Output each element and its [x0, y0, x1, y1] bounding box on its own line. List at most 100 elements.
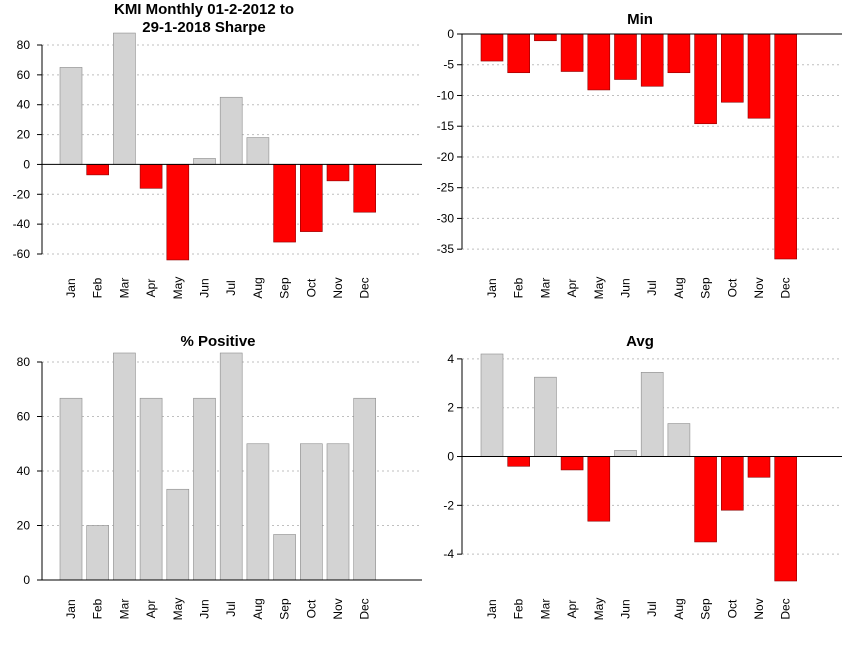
bar-jan	[480, 33, 504, 62]
chart-title: 29-1-2018 Sharpe	[142, 19, 265, 36]
y-tick-label: -40	[13, 217, 31, 231]
x-tick-label: May	[171, 598, 185, 621]
x-tick-label: May	[592, 277, 606, 300]
bar-nov	[747, 456, 771, 478]
x-tick-label: Nov	[752, 598, 766, 619]
x-tick-label: Jun	[619, 278, 633, 297]
bar-nov	[747, 33, 771, 119]
bar-dec	[353, 397, 377, 581]
y-tick-label: -60	[13, 247, 31, 261]
x-tick-label: May	[171, 277, 185, 300]
x-tick-label: Apr	[565, 600, 579, 619]
x-tick-label: Dec	[358, 598, 372, 619]
bar-apr	[139, 164, 163, 189]
x-tick-label: Nov	[331, 598, 345, 619]
bar-feb	[507, 456, 531, 467]
bar-feb	[507, 33, 531, 74]
y-tick-label: 40	[17, 464, 31, 478]
panel-min: -35 -30 -25 -20 -15 -10 -5 0 Jan Feb Mar Apr May Jun J…	[437, 11, 842, 299]
bar-nov	[326, 164, 350, 182]
chart-title: Min	[627, 11, 653, 28]
y-tick-label: -4	[443, 547, 454, 561]
y-tick-label: -10	[437, 88, 455, 102]
x-tick-label: Jan	[485, 599, 499, 618]
x-tick-label: Jun	[198, 278, 212, 297]
x-tick-label: Jan	[64, 278, 78, 297]
bar-jun	[614, 450, 637, 457]
x-tick-label: Jul	[224, 601, 238, 616]
x-tick-label: Oct	[725, 599, 739, 618]
y-tick-label: 60	[17, 409, 31, 423]
y-tick-label: 0	[23, 157, 30, 171]
y-tick-label: -30	[437, 211, 455, 225]
x-tick-label: Apr	[144, 600, 158, 619]
bar-jan	[59, 397, 83, 581]
bar-apr	[560, 456, 584, 471]
y-tick-label: 80	[17, 38, 31, 52]
y-tick-label: 0	[447, 27, 454, 41]
bar-jun	[193, 397, 216, 581]
x-tick-label: Feb	[91, 277, 105, 298]
y-tick-label: -25	[437, 181, 455, 195]
bar-jul	[640, 372, 664, 457]
bar-jun	[614, 33, 637, 80]
y-tick-label: 2	[447, 401, 454, 415]
x-tick-label: Mar	[538, 599, 552, 620]
bar-jun	[193, 158, 216, 165]
bar-oct	[720, 456, 744, 511]
x-tick-label: Dec	[358, 277, 372, 298]
y-tick-label: 60	[17, 68, 31, 82]
x-tick-label: Aug	[672, 598, 686, 619]
x-tick-label: Feb	[512, 277, 526, 298]
bar-dec	[774, 33, 798, 260]
y-tick-label: 20	[17, 518, 31, 532]
x-tick-label: Jan	[485, 278, 499, 297]
x-tick-label: Aug	[251, 598, 265, 619]
x-tick-label: Jul	[645, 601, 659, 616]
y-tick-label: -5	[443, 58, 454, 72]
panel-sharpe: -60 -40 -20 0 20 40 60 80 Jan Feb Mar Apr May Jun Jul A…	[13, 1, 422, 299]
chart-title: % Positive	[180, 333, 255, 350]
bar-may	[587, 33, 611, 91]
y-tick-label: -35	[437, 242, 455, 256]
bar-oct	[299, 164, 323, 232]
x-tick-label: Sep	[699, 598, 713, 620]
x-tick-label: Oct	[725, 278, 739, 297]
bar-sep	[694, 33, 717, 125]
x-tick-label: Nov	[752, 277, 766, 298]
bar-feb	[86, 164, 109, 176]
x-tick-label: Oct	[304, 278, 318, 297]
bar-jan	[480, 353, 504, 457]
x-tick-label: Jun	[619, 599, 633, 618]
bar-jul	[640, 33, 664, 87]
bar-apr	[139, 397, 163, 581]
bar-aug	[667, 33, 691, 74]
bar-jan	[59, 67, 83, 165]
bar-mar	[534, 33, 557, 42]
y-tick-label: -20	[437, 150, 455, 164]
bar-may	[166, 164, 190, 261]
chart-title: Avg	[626, 333, 654, 350]
y-tick-label: -2	[443, 498, 454, 512]
bar-may	[587, 456, 611, 522]
x-tick-label: Aug	[672, 277, 686, 298]
x-tick-label: Aug	[251, 277, 265, 298]
bar-oct	[720, 33, 744, 103]
bar-sep	[273, 534, 296, 581]
bar-mar	[113, 352, 136, 581]
x-tick-label: Sep	[278, 598, 292, 620]
x-tick-label: Apr	[144, 279, 158, 298]
bar-mar	[534, 376, 557, 457]
y-tick-label: -15	[437, 119, 455, 133]
bar-oct	[299, 443, 323, 581]
bar-sep	[694, 456, 717, 543]
x-tick-label: Mar	[117, 599, 131, 620]
bar-apr	[560, 33, 584, 72]
bar-jul	[219, 352, 243, 581]
bar-aug	[246, 443, 270, 581]
x-tick-label: Jun	[198, 599, 212, 618]
bar-jul	[219, 96, 243, 165]
x-tick-label: Jan	[64, 599, 78, 618]
y-tick-label: 0	[447, 450, 454, 464]
